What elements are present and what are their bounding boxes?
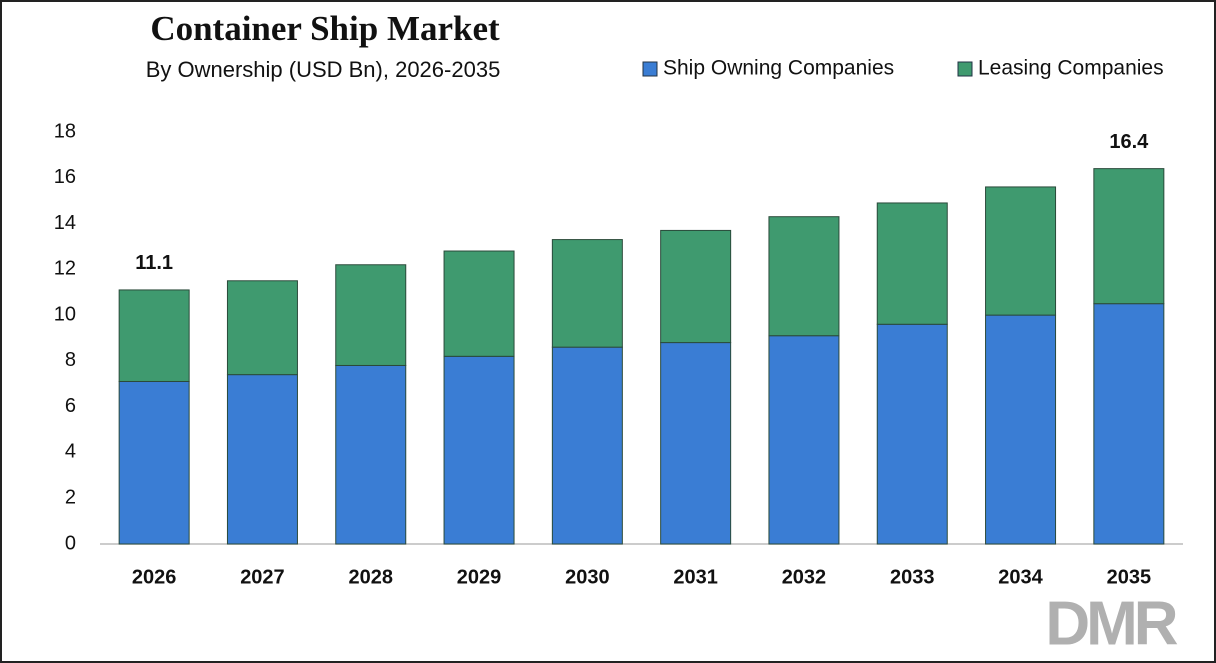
bar-segment [118, 380, 190, 545]
bar-segment [443, 250, 515, 357]
total-label: 16.4 [1109, 131, 1149, 153]
bar-segment [1093, 303, 1165, 545]
x-tick-label: 2031 [673, 566, 718, 588]
y-tick-label: 4 [65, 441, 76, 463]
y-tick-label: 18 [54, 120, 76, 142]
bar-segment [768, 335, 840, 545]
bar-segment [335, 364, 407, 545]
total-label: 11.1 [135, 252, 173, 274]
bar-segment [226, 374, 298, 545]
bar-segment [226, 280, 298, 376]
bar-segment [985, 186, 1057, 316]
logo: DMR [1045, 589, 1177, 658]
y-tick-label: 10 [54, 303, 76, 325]
bar-segment [985, 314, 1057, 545]
chart-subtitle: By Ownership (USD Bn), 2026-2035 [146, 57, 501, 82]
bar-segment [551, 346, 623, 545]
bar-segment [1093, 168, 1165, 305]
x-tick-label: 2035 [1107, 566, 1152, 588]
bar-segment [876, 323, 948, 545]
x-tick-label: 2030 [565, 566, 610, 588]
bar-segment [443, 355, 515, 545]
y-tick-label: 6 [65, 395, 76, 417]
x-tick-label: 2034 [998, 566, 1043, 588]
x-tick-label: 2026 [132, 566, 177, 588]
x-tick-label: 2028 [349, 566, 394, 588]
bar-segment [118, 289, 190, 382]
legend-label: Ship Owning Companies [663, 57, 894, 80]
y-tick-label: 2 [65, 487, 76, 509]
y-tick-label: 12 [54, 258, 76, 280]
y-tick-label: 16 [54, 166, 76, 188]
bar-segment [660, 229, 732, 344]
bar-segment [335, 264, 407, 366]
chart-title: Container Ship Market [150, 9, 500, 48]
x-tick-label: 2029 [457, 566, 502, 588]
x-tick-label: 2027 [240, 566, 285, 588]
bar-segment [551, 239, 623, 348]
legend-swatch [957, 61, 973, 77]
y-tick-label: 8 [65, 349, 76, 371]
legend-label: Leasing Companies [978, 57, 1164, 80]
x-tick-label: 2032 [782, 566, 827, 588]
y-tick-label: 14 [54, 212, 76, 234]
x-tick-label: 2033 [890, 566, 935, 588]
y-tick-label: 0 [65, 532, 76, 554]
legend-swatch [642, 61, 658, 77]
bar-segment [768, 216, 840, 337]
bar-segment [660, 342, 732, 545]
bar-segment [876, 202, 948, 325]
